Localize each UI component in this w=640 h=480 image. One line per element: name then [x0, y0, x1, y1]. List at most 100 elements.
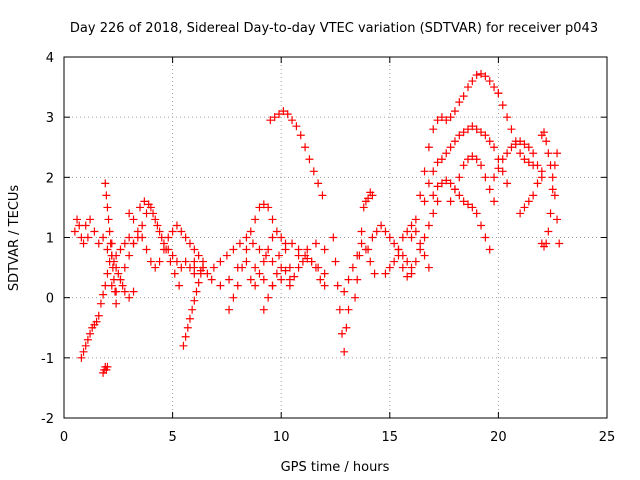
data-point [103, 245, 112, 254]
data-point [498, 167, 507, 176]
data-point [77, 353, 86, 362]
data-point [283, 110, 292, 119]
data-point [296, 131, 305, 140]
data-point [222, 251, 231, 260]
data-point [301, 143, 310, 152]
data-point [340, 347, 349, 356]
data-point [450, 107, 459, 116]
data-point [129, 215, 138, 224]
data-point [120, 287, 129, 296]
data-point [153, 221, 162, 230]
data-point [433, 182, 442, 191]
data-point [116, 245, 125, 254]
data-point [261, 251, 270, 260]
data-point [107, 251, 116, 260]
data-point [537, 167, 546, 176]
data-point [125, 209, 134, 218]
data-point [268, 281, 277, 290]
y-tick-label: 2 [46, 171, 54, 186]
data-point [114, 269, 123, 278]
data-point [490, 143, 499, 152]
data-point [129, 287, 138, 296]
data-point [303, 245, 312, 254]
data-points [70, 69, 564, 377]
data-point [468, 152, 477, 161]
data-point [285, 263, 294, 272]
series-t7 [136, 197, 184, 290]
data-point [437, 155, 446, 164]
data-point [477, 161, 486, 170]
data-point [540, 128, 549, 137]
data-point [472, 71, 481, 80]
data-point [162, 245, 171, 254]
series-t6 [125, 209, 208, 272]
data-point [424, 221, 433, 230]
data-point [314, 179, 323, 188]
data-point [272, 227, 281, 236]
series-t26 [490, 137, 546, 182]
data-point [553, 149, 562, 158]
data-point [279, 107, 288, 116]
data-point [548, 185, 557, 194]
data-point [529, 191, 538, 200]
x-axis-label: GPS time / hours [281, 460, 390, 475]
data-point [185, 239, 194, 248]
data-point [86, 329, 95, 338]
data-point [420, 197, 429, 206]
data-point [185, 314, 194, 323]
data-point [516, 149, 525, 158]
data-point [70, 227, 79, 236]
data-point [277, 233, 286, 242]
y-tick-label: 4 [46, 51, 54, 66]
data-point [207, 275, 216, 284]
data-point [170, 269, 179, 278]
data-point [268, 215, 277, 224]
data-point [463, 200, 472, 209]
y-tick-label: -2 [41, 412, 54, 427]
series-t1 [70, 215, 138, 260]
data-point [181, 257, 190, 266]
series-t23 [420, 122, 512, 206]
data-point [292, 122, 301, 131]
data-point [281, 266, 290, 275]
data-point [190, 257, 199, 266]
data-point [92, 317, 101, 326]
data-point [364, 245, 373, 254]
data-point [259, 257, 268, 266]
x-tick-label: 5 [168, 430, 176, 445]
data-point [507, 125, 516, 134]
data-point [442, 176, 451, 185]
data-point [411, 215, 420, 224]
data-point [216, 257, 225, 266]
data-point [242, 245, 251, 254]
data-point [125, 293, 134, 302]
data-point [288, 116, 297, 125]
data-point [99, 233, 108, 242]
data-point [442, 149, 451, 158]
series-t13 [259, 263, 294, 314]
data-point [138, 221, 147, 230]
series-t20 [381, 221, 433, 278]
data-point [355, 251, 364, 260]
data-point [264, 293, 273, 302]
x-tick-label: 25 [599, 430, 616, 445]
data-point [542, 137, 551, 146]
data-point [520, 140, 529, 149]
data-point [81, 221, 90, 230]
data-point [494, 164, 503, 173]
data-point [242, 257, 251, 266]
data-point [151, 263, 160, 272]
data-point [303, 254, 312, 263]
data-point [246, 227, 255, 236]
data-point [398, 263, 407, 272]
data-point [468, 77, 477, 86]
axis-tick-labels: 0 5 10 15 20 25 -2 -1 0 1 2 3 4 [41, 51, 615, 445]
data-point [468, 122, 477, 131]
data-point [490, 197, 499, 206]
data-point [446, 179, 455, 188]
data-point [103, 362, 112, 371]
data-point [146, 257, 155, 266]
data-point [533, 161, 542, 170]
data-point [381, 227, 390, 236]
data-point [290, 272, 299, 281]
